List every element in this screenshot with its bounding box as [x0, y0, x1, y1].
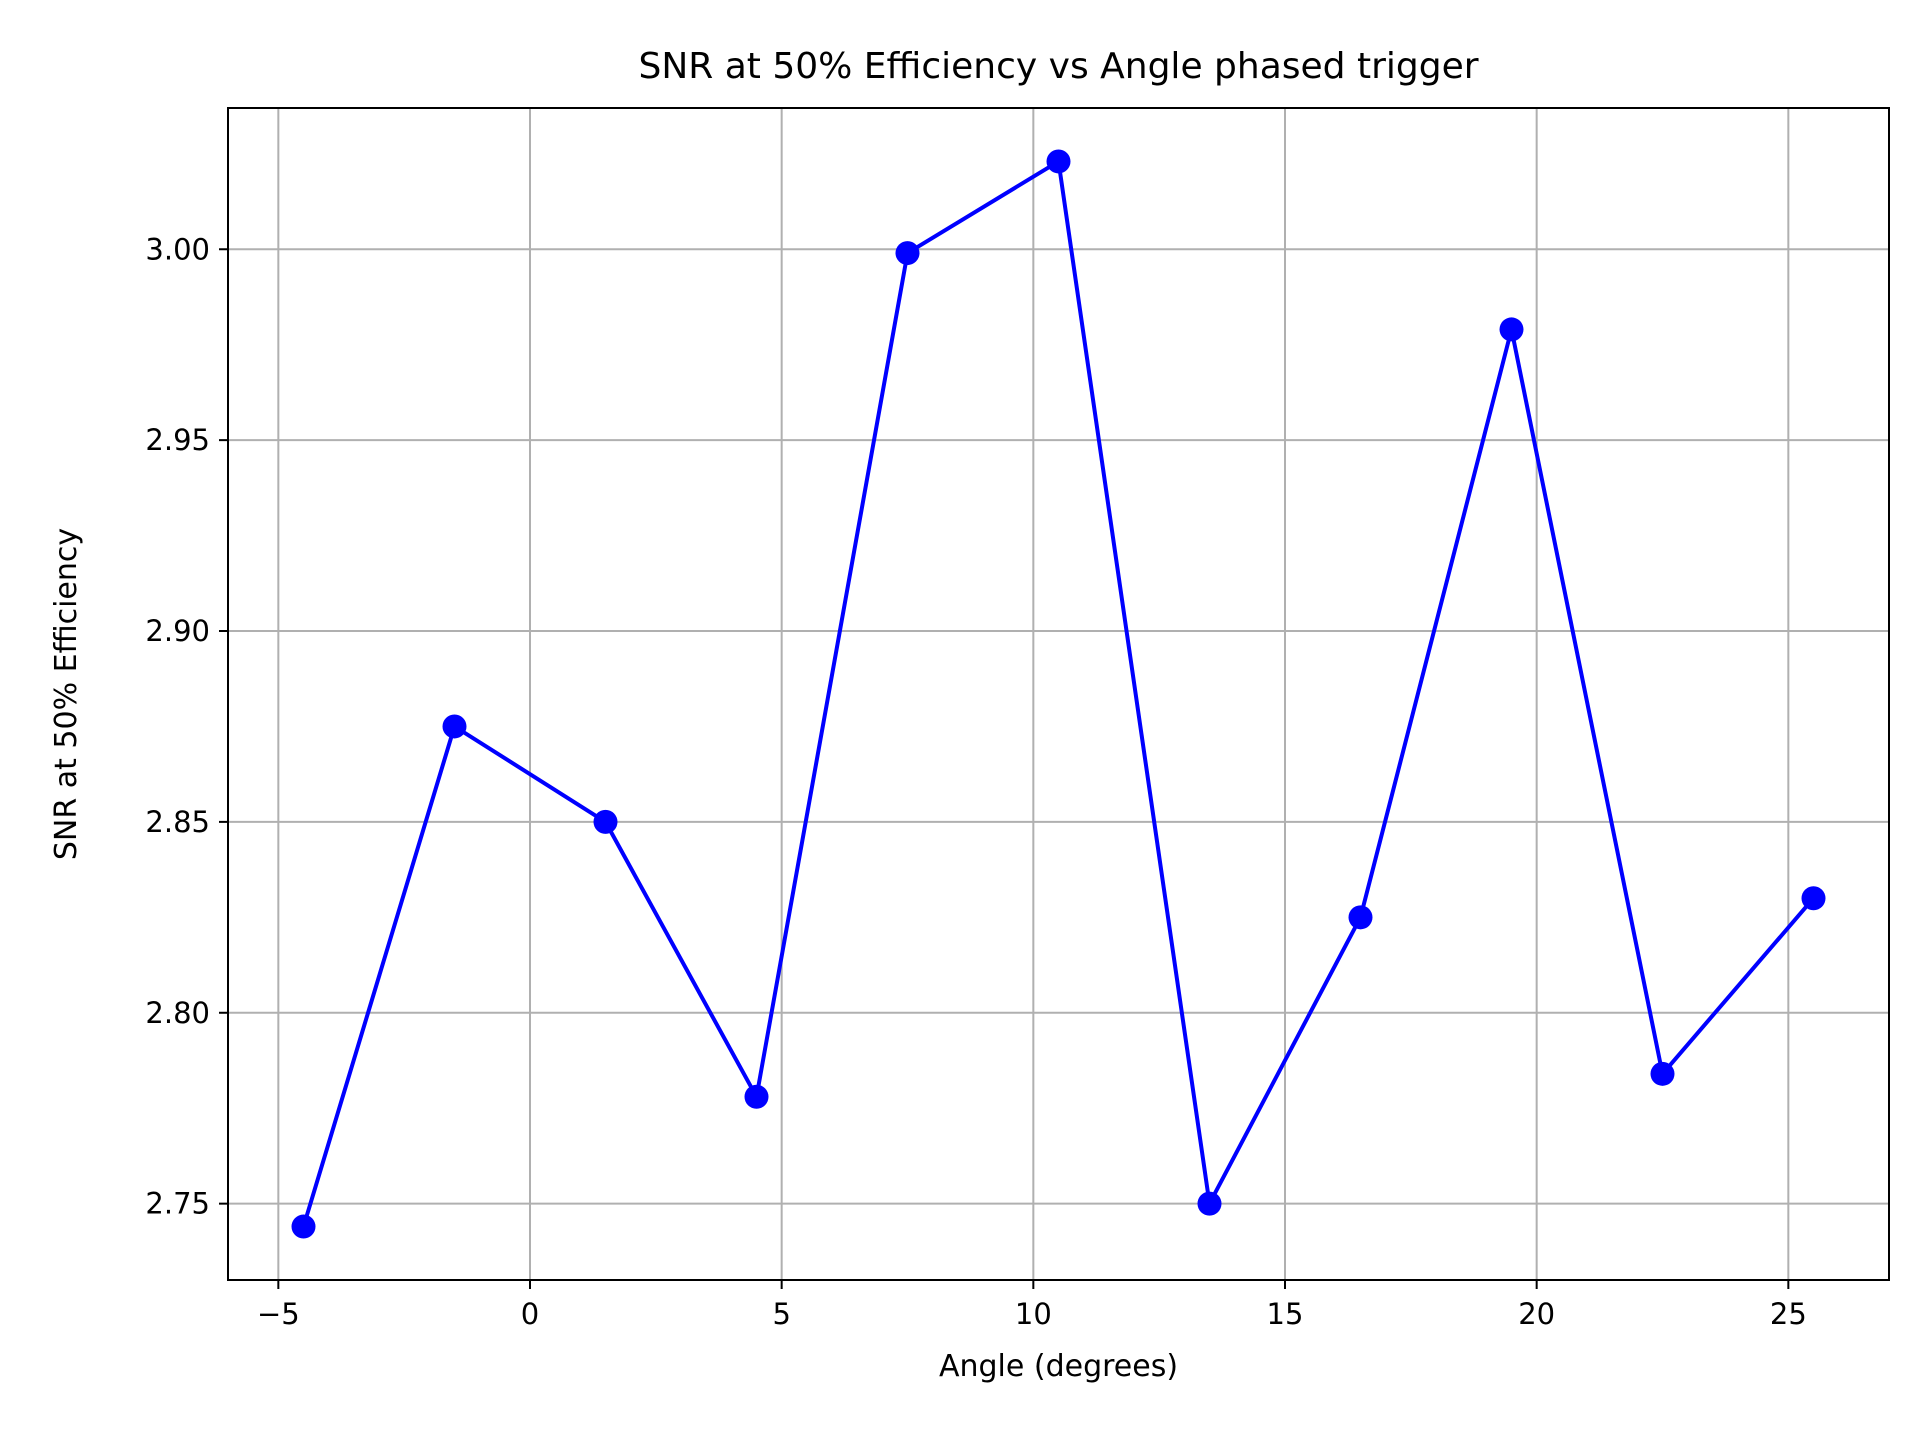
data-point: [593, 809, 618, 834]
data-point: [442, 714, 467, 739]
data-point: [1348, 905, 1373, 930]
x-axis-label: Angle (degrees): [939, 1349, 1178, 1384]
y-tick-label: 2.85: [145, 805, 210, 839]
x-tick-label: 5: [772, 1297, 790, 1331]
x-tick-label: −5: [257, 1297, 300, 1331]
x-tick-label: 10: [1015, 1297, 1052, 1331]
data-point: [1801, 886, 1826, 911]
data-point: [1499, 317, 1524, 342]
axis-ticks: −5 0 5 10 15 20 25 2.75 2.80 2.85 2.90 2.95 3.00: [145, 232, 1806, 1331]
x-tick-label: 25: [1770, 1297, 1807, 1331]
series-layer: [291, 149, 1826, 1239]
chart-title: SNR at 50% Efficiency vs Angle phased tr…: [638, 46, 1478, 87]
x-tick-label: 15: [1267, 1297, 1304, 1331]
y-axis-label: SNR at 50% Efficiency: [49, 528, 84, 860]
y-tick-label: 3.00: [145, 232, 210, 266]
data-point: [1650, 1061, 1675, 1086]
y-tick-label: 2.95: [145, 423, 210, 457]
data-point: [895, 241, 920, 266]
y-tick-label: 2.80: [145, 996, 210, 1030]
data-point: [1197, 1191, 1222, 1216]
data-point: [1046, 149, 1071, 174]
plot-frame: [227, 107, 1890, 1281]
y-tick-label: 2.90: [145, 614, 210, 648]
x-tick-label: 0: [521, 1297, 539, 1331]
y-tick-label: 2.75: [145, 1187, 210, 1221]
data-point: [744, 1084, 769, 1109]
x-tick-label: 20: [1518, 1297, 1555, 1331]
data-point: [291, 1214, 316, 1239]
